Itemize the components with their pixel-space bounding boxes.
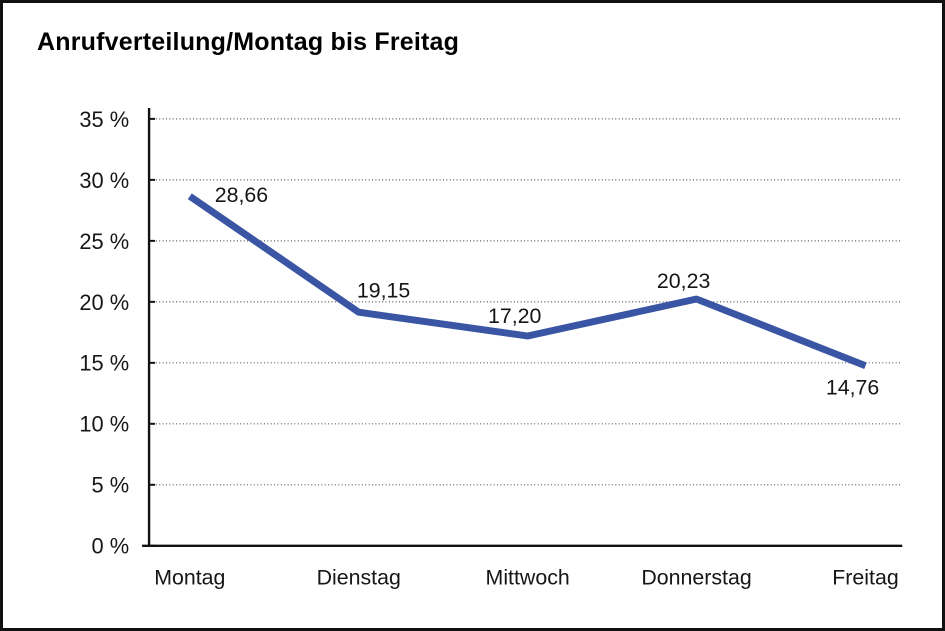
y-tick-label: 15 % [79,351,129,376]
x-category-label: Donnerstag [641,565,751,589]
data-label: 19,15 [357,278,410,302]
data-label: 28,66 [215,183,268,207]
x-category-label: Mittwoch [486,565,570,589]
y-tick-label: 10 % [79,412,129,437]
y-tick-label: 20 % [79,290,129,315]
x-category-label: Freitag [832,565,898,589]
line-chart: 35 % 30 % 25 % 20 % 15 % 10 % 5 % 0 % 28,66 19,15… [79,107,903,589]
x-category-label: Montag [154,565,225,589]
chart-title: Anrufverteilung/Montag bis Freitag [37,28,460,56]
data-label: 17,20 [488,304,542,328]
y-tick-label: 30 % [79,168,129,193]
x-category-label: Dienstag [317,565,401,589]
y-tick-label: 35 % [79,107,129,132]
y-tick-label: 0 % [92,534,130,559]
data-label: 14,76 [826,376,879,400]
data-label: 20,23 [657,269,710,293]
y-tick-label: 25 % [79,229,129,254]
series-line [187,193,867,369]
y-tick-label: 5 % [92,473,130,498]
